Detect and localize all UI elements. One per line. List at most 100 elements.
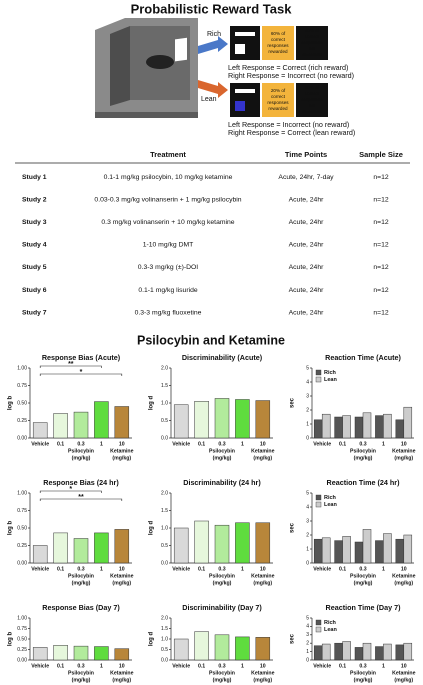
table-cell: n=12	[373, 242, 389, 249]
legend-label: Rich	[324, 495, 337, 501]
group-unit: (mg/kg)	[72, 455, 91, 461]
legend-label: Lean	[324, 502, 337, 508]
table-cell: n=12	[373, 264, 389, 271]
group-label: Psilocybin	[68, 670, 94, 676]
bar	[114, 648, 130, 661]
group-unit: (mg/kg)	[253, 455, 272, 461]
y-tick-label: 1.0	[161, 525, 168, 531]
y-axis-label: log b	[8, 396, 14, 411]
bar	[321, 537, 331, 564]
bar	[94, 646, 109, 661]
bar	[313, 538, 323, 564]
bar	[403, 534, 413, 564]
x-tick-label: 0.3	[359, 663, 366, 669]
bar	[354, 416, 364, 439]
table-cell: Study 2	[22, 196, 47, 203]
table-cell: 0.03-0.3 mg/kg volinanserin + 1 mg/kg ps…	[94, 196, 241, 203]
y-tick-label: 0.50	[17, 636, 27, 642]
table-cell: Study 1	[22, 174, 47, 181]
table-header: Sample Size	[359, 150, 403, 159]
y-axis-label: log d	[149, 396, 155, 411]
group-unit: (mg/kg)	[112, 580, 131, 586]
group-label: Psilocybin	[209, 573, 235, 579]
bar	[255, 637, 271, 661]
x-tick-label: 0.3	[359, 566, 366, 572]
bar	[255, 522, 271, 564]
y-tick-label: 0.25	[17, 543, 27, 549]
bar	[214, 634, 230, 661]
x-tick-label: Vehicle	[313, 663, 331, 669]
x-tick-label: 0.3	[218, 663, 225, 669]
x-tick-label: 10	[119, 441, 125, 447]
rich-label: Rich	[207, 31, 221, 38]
group-label: Psilocybin	[350, 448, 376, 454]
group-label: Ketamine	[110, 448, 133, 454]
group-unit: (mg/kg)	[354, 580, 373, 586]
bar	[383, 413, 392, 439]
table-cell: Study 4	[22, 242, 47, 249]
significance-bracket	[39, 498, 123, 501]
chart-title: Discriminability (Acute)	[182, 353, 263, 362]
bar	[362, 412, 372, 439]
y-tick-label: 0.0	[161, 560, 168, 566]
bar	[403, 642, 413, 661]
table-cell: 0.1-1 mg/kg psilocybin, 10 mg/kg ketamin…	[104, 174, 233, 181]
table-cell: Acute, 24hr	[289, 264, 324, 271]
table-cell: n=12	[373, 309, 389, 316]
group-unit: (mg/kg)	[213, 455, 232, 461]
x-tick-label: Vehicle	[172, 663, 190, 669]
x-tick-label: Vehicle	[172, 566, 190, 572]
group-unit: (mg/kg)	[394, 677, 413, 683]
table-cell: Acute, 24hr	[289, 196, 324, 203]
x-tick-label: 0.3	[218, 441, 225, 447]
table-cell: 0.3 mg/kg volinanserin + 10 mg/kg ketami…	[101, 219, 234, 226]
chart-title: Discriminability (24 hr)	[183, 478, 261, 487]
y-tick-label: 4	[306, 379, 309, 385]
group-label: Ketamine	[251, 670, 274, 676]
y-tick-label: 1.5	[161, 508, 168, 514]
table-cell: Study 5	[22, 264, 47, 271]
bar	[53, 413, 68, 439]
bar	[354, 647, 364, 661]
y-axis-label: sec	[290, 522, 296, 533]
lean-screens	[230, 83, 328, 117]
x-tick-label: 10	[260, 663, 266, 669]
bar	[194, 520, 209, 564]
group-unit: (mg/kg)	[253, 580, 272, 586]
y-tick-label: 0.0	[161, 657, 168, 663]
x-tick-label: Vehicle	[31, 441, 49, 447]
bar	[334, 416, 343, 439]
legend-label: Rich	[324, 620, 337, 626]
y-tick-label: 1	[306, 649, 309, 655]
screen-text: 60% of correct responses rewarded	[267, 31, 289, 54]
bar	[114, 406, 130, 439]
y-tick-label: 2	[306, 641, 309, 647]
x-tick-label: 10	[401, 566, 407, 572]
y-axis-label: log d	[149, 632, 155, 647]
y-tick-label: 3	[306, 518, 309, 524]
x-tick-label: Vehicle	[313, 566, 331, 572]
significance-label: **	[68, 361, 74, 368]
y-axis-label: log d	[149, 521, 155, 536]
y-tick-label: 0.00	[17, 560, 27, 566]
x-tick-label: 10	[260, 566, 266, 572]
group-unit: (mg/kg)	[394, 455, 413, 461]
x-tick-label: 1	[241, 663, 244, 669]
y-tick-label: 1.5	[161, 626, 168, 632]
figure-title: Probabilistic Reward Task	[131, 1, 293, 16]
lean-arrow	[198, 80, 228, 98]
x-tick-label: 0.1	[198, 663, 205, 669]
bar	[235, 399, 250, 439]
bar	[235, 636, 250, 661]
bar	[342, 536, 351, 564]
legend-swatch	[315, 501, 322, 508]
bar	[375, 540, 384, 564]
x-tick-label: 10	[119, 566, 125, 572]
significance-label: *	[69, 486, 72, 493]
y-tick-label: 0.25	[17, 647, 27, 653]
y-tick-label: 0.50	[17, 400, 27, 406]
group-label: Psilocybin	[68, 573, 94, 579]
x-tick-label: 1	[382, 566, 385, 572]
bar	[375, 646, 384, 661]
